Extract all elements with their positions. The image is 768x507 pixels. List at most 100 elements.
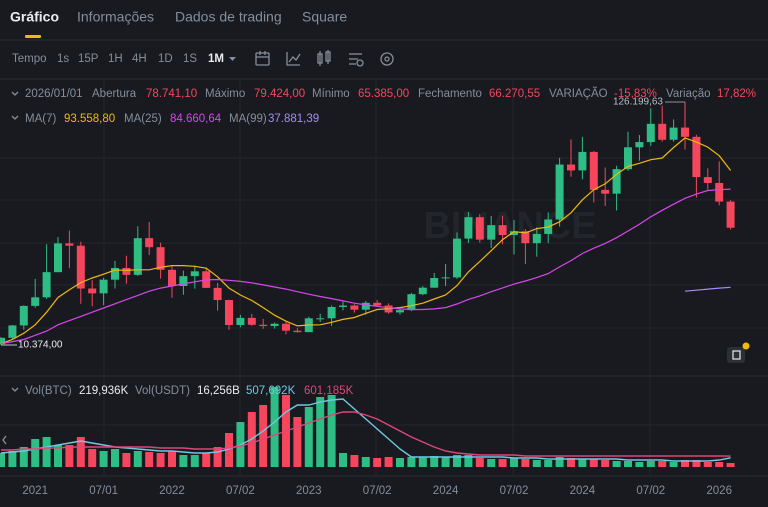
collapse-icon[interactable] (11, 387, 19, 392)
collapse-icon[interactable] (11, 91, 19, 96)
scroll-left[interactable] (2, 435, 7, 445)
watermark: BINANCE (423, 205, 596, 247)
collapse-icon[interactable] (11, 115, 19, 120)
volume-bar (396, 458, 404, 467)
candle-body (339, 305, 347, 307)
candle-body (692, 136, 701, 178)
candle-body (65, 243, 74, 246)
chart-type-icon[interactable] (317, 50, 331, 66)
x-tick-label: 07/02 (636, 485, 665, 497)
candle-body (555, 164, 564, 220)
volume-bar (42, 437, 51, 467)
candle-body (669, 127, 678, 140)
vol-label: Vol(USDT) (135, 385, 190, 397)
candle-body (441, 277, 450, 279)
interval[interactable]: 15P (78, 53, 99, 65)
volume-bar (498, 459, 507, 467)
x-tick-label: 2022 (159, 485, 185, 497)
info-value: 17,82% (717, 88, 756, 100)
settings-icon[interactable] (380, 52, 394, 66)
tab[interactable]: Informações (77, 9, 154, 25)
corner-badge[interactable] (727, 342, 750, 364)
volume-bar (487, 459, 496, 467)
interval[interactable]: 1M (208, 53, 224, 65)
x-tick-label: 2024 (570, 485, 596, 497)
template-icon[interactable] (349, 53, 364, 67)
tab[interactable]: Gráfico (10, 9, 59, 25)
volume-bar (293, 417, 302, 467)
interval[interactable]: 1H (108, 53, 123, 65)
candle-body (510, 231, 518, 236)
info-label: Máximo (205, 88, 245, 100)
volume-bar (76, 437, 85, 467)
candle-body (270, 323, 279, 327)
candle-body (190, 271, 199, 277)
interval[interactable]: 1D (158, 53, 173, 65)
candle-body (88, 288, 97, 294)
volume-bar (19, 447, 28, 467)
toolbar: Tempo 1s 15P 1H 4H 1D 1S 1M (12, 50, 394, 67)
high-marker-label: 126.199,63 (613, 97, 663, 108)
candle-body (156, 247, 165, 270)
candle-body (168, 269, 176, 286)
volume-bar (145, 452, 154, 467)
candle-body (430, 278, 439, 288)
dropdown-caret[interactable] (229, 57, 236, 61)
vol-ma-value: 601,185K (304, 385, 354, 397)
tab[interactable]: Dados de trading (175, 9, 282, 25)
candle-body (532, 233, 541, 244)
interval[interactable]: 1S (183, 53, 197, 65)
ma-line (0, 137, 732, 345)
volume-bar (726, 463, 735, 467)
volume-bar (88, 449, 97, 467)
candle-body (213, 287, 222, 301)
candle-body (361, 302, 370, 310)
volume-bar (692, 460, 701, 467)
tab[interactable]: Square (302, 9, 347, 25)
volume-bar (646, 461, 655, 467)
candle-body (327, 306, 336, 319)
info-label: Mínimo (312, 88, 350, 100)
volume-bar (624, 461, 632, 467)
volume-bar (658, 461, 667, 467)
interval[interactable]: 1s (57, 53, 69, 65)
candle-body (703, 177, 712, 183)
candle-body (42, 272, 51, 298)
volume-legend: Vol(BTC) 219,936K Vol(USDT) 16,256B 507,… (11, 385, 354, 397)
volume-bar (521, 459, 530, 467)
volume-bar (418, 457, 427, 467)
x-tick-label: 07/02 (500, 485, 529, 497)
candle-body (247, 317, 256, 325)
x-tick-label: 07/02 (226, 485, 255, 497)
ma-value: 93.558,80 (64, 113, 115, 125)
toolbar-label: Tempo (12, 53, 47, 65)
volume-bar (589, 459, 598, 467)
candle-body (19, 305, 28, 326)
candle-body (350, 305, 359, 310)
volume-bar (635, 462, 644, 467)
info-value: 78.741,10 (146, 88, 197, 100)
volume-bar (544, 460, 553, 467)
candle-body (282, 323, 290, 331)
indicator-icon[interactable] (255, 51, 270, 66)
volume-bar (316, 397, 325, 467)
ohlc-info: 2026/01/01 Abertura 78.741,10 Máximo 79.… (11, 87, 756, 100)
info-value: 79.424,00 (254, 88, 305, 100)
volume-bar (441, 457, 450, 467)
interval[interactable]: 4H (132, 53, 147, 65)
x-tick-label: 2021 (22, 485, 48, 497)
volume-bar (361, 457, 370, 467)
candle-body (578, 151, 587, 171)
volume-bar (259, 405, 268, 467)
candle-body (8, 325, 17, 338)
candle-body (133, 238, 142, 275)
volume-bar (179, 455, 188, 467)
candle-body (624, 147, 632, 170)
volume-bar (54, 445, 62, 467)
volume-bar (350, 455, 359, 467)
draw-icon[interactable] (286, 52, 301, 66)
volume-bar (373, 458, 382, 467)
